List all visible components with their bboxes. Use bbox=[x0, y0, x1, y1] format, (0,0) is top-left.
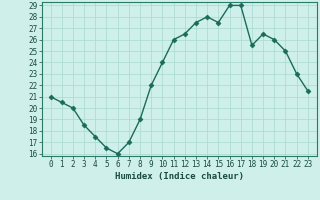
X-axis label: Humidex (Indice chaleur): Humidex (Indice chaleur) bbox=[115, 172, 244, 181]
